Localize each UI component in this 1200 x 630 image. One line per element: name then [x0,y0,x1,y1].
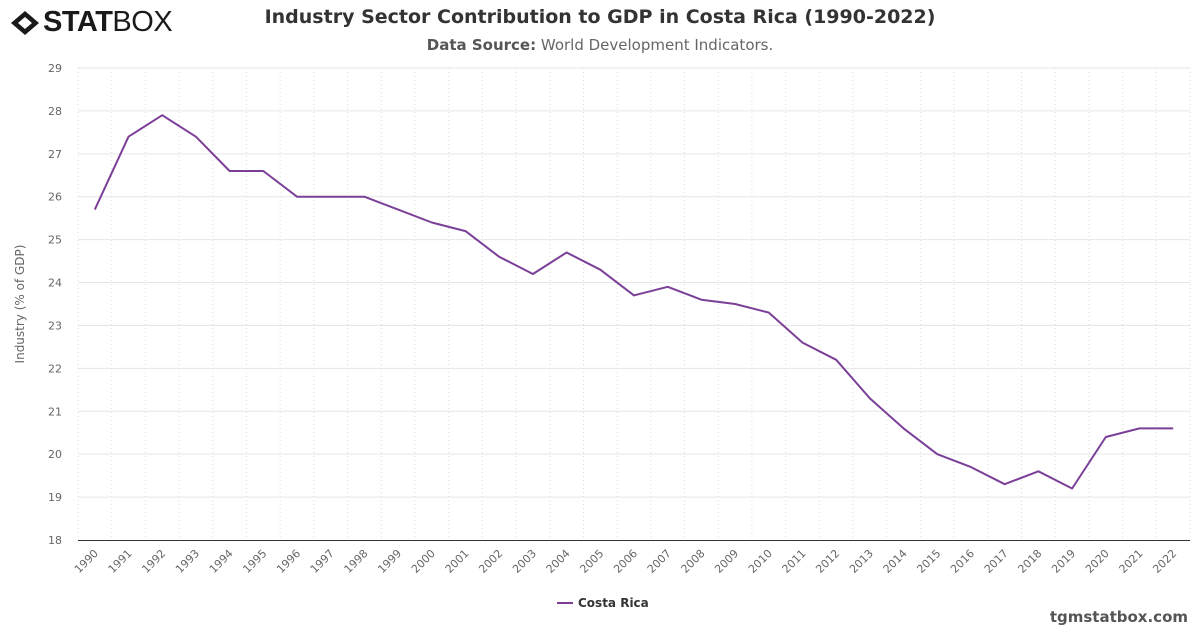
x-tick-label: 2018 [1015,547,1044,576]
statbox-logo: STAT BOX [10,6,173,39]
x-tick-label: 2009 [712,547,741,576]
x-tick-label: 2003 [510,547,539,576]
x-tick-label: 1996 [274,547,303,576]
chart-subtitle: Data Source: World Development Indicator… [0,36,1200,54]
y-tick-label: 20 [48,448,62,461]
y-tick-label: 29 [48,62,62,75]
y-axis-title: Industry (% of GDP) [13,245,27,364]
x-tick-label: 2020 [1083,547,1112,576]
x-tick-label: 2022 [1150,547,1179,576]
source-label: Data Source: [426,36,537,54]
x-tick-label: 2001 [443,547,472,576]
x-tick-label: 2007 [645,547,674,576]
x-tick-label: 2002 [476,547,505,576]
x-tick-label: 2012 [813,547,842,576]
y-tick-label: 25 [48,234,62,247]
x-tick-label: 2006 [611,547,640,576]
x-tick-label: 1992 [139,547,168,576]
y-tick-label: 22 [48,362,62,375]
y-tick-label: 19 [48,491,62,504]
x-tick-label: 2017 [982,547,1011,576]
chart-title: Industry Sector Contribution to GDP in C… [264,6,936,28]
x-tick-label: 2004 [544,547,573,576]
x-tick-label: 2008 [679,547,708,576]
x-tick-label: 2000 [409,547,438,576]
x-tick-label: 1994 [207,547,236,576]
y-tick-label: 21 [48,405,62,418]
x-tick-label: 2010 [746,547,775,576]
series-line-costa-rica [93,114,1174,490]
legend-label: Costa Rica [578,596,649,610]
x-tick-label: 1995 [240,547,269,576]
x-tick-label: 2021 [1117,547,1146,576]
source-value: World Development Indicators. [540,36,774,54]
x-tick-label: 1998 [342,547,371,576]
x-tick-label: 2013 [847,547,876,576]
x-tick-label: 2014 [881,547,910,576]
y-tick-label: 18 [48,534,62,547]
x-tick-label: 2011 [780,547,809,576]
x-tick-label: 1999 [375,547,404,576]
y-tick-label: 26 [48,191,62,204]
x-tick-label: 1997 [308,547,337,576]
x-tick-label: 2015 [914,547,943,576]
legend-item-costa-rica[interactable]: Costa Rica [557,596,649,610]
credit-text: tgmstatbox.com [1049,608,1188,626]
y-tick-label: 27 [48,148,62,161]
x-tick-label: 2019 [1049,547,1078,576]
x-tick-label: 1990 [72,547,101,576]
x-tick-label: 2016 [948,547,977,576]
y-tick-label: 24 [48,277,62,290]
y-tick-label: 23 [48,319,62,332]
x-tick-label: 1993 [173,547,202,576]
x-tick-label: 2005 [577,547,606,576]
x-tick-label: 1991 [106,547,135,576]
y-tick-label: 28 [48,105,62,118]
diamond-logo-icon [11,10,39,35]
